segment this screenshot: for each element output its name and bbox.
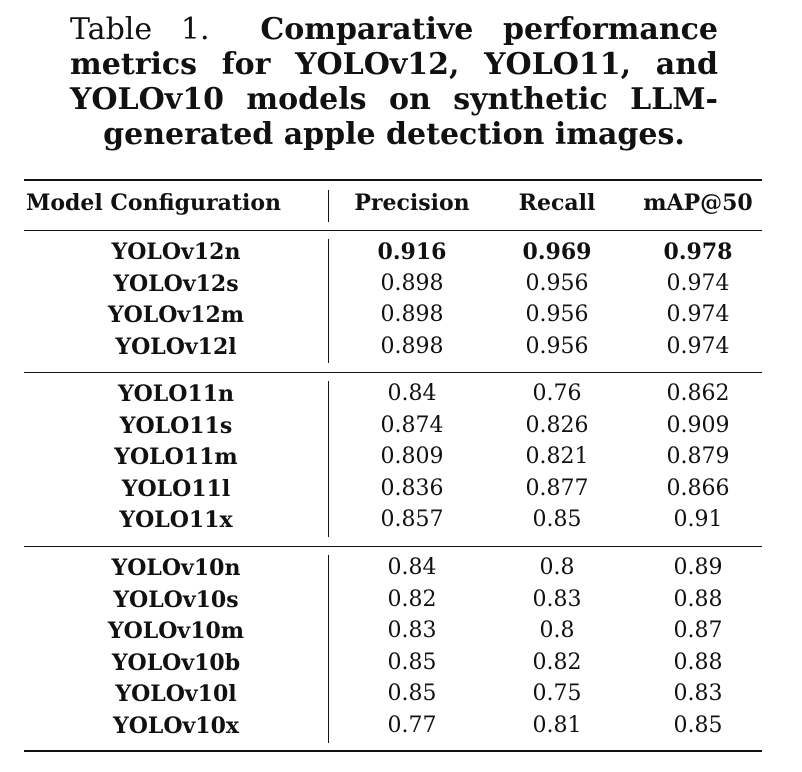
- recall-cell: 0.826: [525, 412, 589, 438]
- recall-cell: 0.877: [525, 475, 589, 501]
- model-cell: YOLOv12n: [111, 239, 241, 265]
- precision-cell: 0.82: [387, 586, 437, 612]
- map50-cell: 0.974: [666, 333, 730, 359]
- precision-cell: 0.77: [387, 712, 437, 738]
- group-rule: [24, 372, 762, 373]
- map50-cell: 0.879: [666, 444, 730, 469]
- recall-cell: 0.81: [532, 712, 582, 738]
- table-row: YOLOv12m 0.898 0.956 0.974: [24, 302, 762, 334]
- precision-cell: 0.84: [387, 381, 437, 406]
- precision-cell: 0.85: [387, 681, 437, 706]
- map50-cell: 0.862: [666, 381, 730, 406]
- map50-cell: 0.88: [673, 649, 723, 675]
- top-rule: [24, 179, 762, 181]
- table-row: YOLO11s 0.874 0.826 0.909: [24, 413, 762, 445]
- header-divider: [328, 190, 329, 222]
- recall-cell: 0.969: [522, 239, 592, 265]
- precision-cell: 0.83: [387, 618, 437, 643]
- precision-cell: 0.898: [380, 302, 444, 327]
- table-row: YOLOv10m 0.83 0.8 0.87: [24, 618, 762, 650]
- caption-label: Table 1.: [70, 12, 210, 47]
- table-row: YOLO11x 0.857 0.85 0.91: [24, 507, 762, 539]
- model-cell: YOLO11x: [119, 507, 233, 533]
- table-row: YOLOv12l 0.898 0.956 0.974: [24, 334, 762, 366]
- precision-cell: 0.809: [380, 444, 444, 469]
- recall-cell: 0.956: [525, 270, 589, 296]
- model-cell: YOLOv10n: [111, 555, 241, 581]
- group-yolo11: YOLO11n 0.84 0.76 0.862 YOLO11s 0.874 0.…: [24, 381, 762, 539]
- precision-cell: 0.84: [387, 555, 437, 580]
- model-cell: YOLO11n: [117, 381, 235, 407]
- table-row: YOLOv10n 0.84 0.8 0.89: [24, 555, 762, 587]
- precision-cell: 0.916: [377, 239, 447, 265]
- group-rule: [24, 546, 762, 547]
- recall-cell: 0.76: [532, 381, 582, 406]
- model-cell: YOLOv10s: [113, 586, 239, 613]
- map50-cell: 0.909: [666, 412, 730, 438]
- map50-cell: 0.91: [673, 507, 723, 532]
- header-recall: Recall: [518, 190, 596, 216]
- model-cell: YOLO11s: [119, 412, 233, 439]
- model-cell: YOLOv10b: [111, 649, 241, 676]
- recall-cell: 0.85: [532, 507, 582, 532]
- table-row: YOLOv12s 0.898 0.956 0.974: [24, 271, 762, 303]
- table-row: YOLOv10x 0.77 0.81 0.85: [24, 713, 762, 745]
- table-header: Model Configuration Precision Recall mAP…: [24, 190, 762, 224]
- map50-cell: 0.87: [673, 618, 723, 643]
- recall-cell: 0.75: [532, 681, 582, 706]
- model-cell: YOLOv12l: [115, 333, 237, 360]
- map50-cell: 0.89: [673, 555, 723, 580]
- group-divider: [328, 239, 329, 363]
- recall-cell: 0.956: [525, 302, 589, 327]
- table-row: YOLO11l 0.836 0.877 0.866: [24, 476, 762, 508]
- model-cell: YOLO11m: [114, 444, 238, 470]
- precision-cell: 0.857: [380, 507, 444, 532]
- map50-cell: 0.974: [666, 270, 730, 296]
- recall-cell: 0.821: [525, 444, 589, 469]
- table-caption: Table 1. Comparative performance metrics…: [70, 12, 718, 152]
- group-yolov10: YOLOv10n 0.84 0.8 0.89 YOLOv10s 0.82 0.8…: [24, 555, 762, 744]
- table-row: YOLOv10b 0.85 0.82 0.88: [24, 650, 762, 682]
- header-precision: Precision: [354, 190, 470, 216]
- map50-cell: 0.88: [673, 586, 723, 612]
- model-cell: YOLOv12m: [107, 302, 245, 328]
- table-row: YOLO11n 0.84 0.76 0.862: [24, 381, 762, 413]
- precision-cell: 0.85: [387, 649, 437, 675]
- recall-cell: 0.956: [525, 333, 589, 359]
- model-cell: YOLOv10m: [107, 618, 245, 644]
- model-cell: YOLOv10l: [115, 681, 237, 707]
- table-row: YOLO11m 0.809 0.821 0.879: [24, 444, 762, 476]
- table-row: YOLOv10l 0.85 0.75 0.83: [24, 681, 762, 713]
- precision-cell: 0.836: [380, 475, 444, 501]
- bottom-rule: [24, 750, 762, 752]
- map50-cell: 0.866: [666, 475, 730, 501]
- table-row: YOLOv10s 0.82 0.83 0.88: [24, 587, 762, 619]
- model-cell: YOLO11l: [121, 475, 231, 502]
- recall-cell: 0.8: [539, 618, 575, 643]
- group-yolov12: YOLOv12n 0.916 0.969 0.978 YOLOv12s 0.89…: [24, 239, 762, 365]
- precision-cell: 0.898: [380, 333, 444, 359]
- group-divider: [328, 381, 329, 537]
- recall-cell: 0.8: [539, 555, 575, 580]
- model-cell: YOLOv12s: [113, 270, 239, 297]
- model-cell: YOLOv10x: [112, 712, 240, 739]
- recall-cell: 0.83: [532, 586, 582, 612]
- map50-cell: 0.978: [663, 239, 733, 265]
- group-divider: [328, 555, 329, 743]
- map50-cell: 0.85: [673, 712, 723, 738]
- header-rule: [24, 230, 762, 231]
- precision-cell: 0.874: [380, 412, 444, 438]
- table-row: YOLOv12n 0.916 0.969 0.978: [24, 239, 762, 271]
- map50-cell: 0.974: [666, 302, 730, 327]
- precision-cell: 0.898: [380, 270, 444, 296]
- recall-cell: 0.82: [532, 649, 582, 675]
- caption-text: Comparative performance metrics for YOLO…: [70, 12, 718, 152]
- header-model-configuration: Model Configuration: [26, 190, 282, 216]
- map50-cell: 0.83: [673, 681, 723, 706]
- header-map50: mAP@50: [643, 190, 753, 216]
